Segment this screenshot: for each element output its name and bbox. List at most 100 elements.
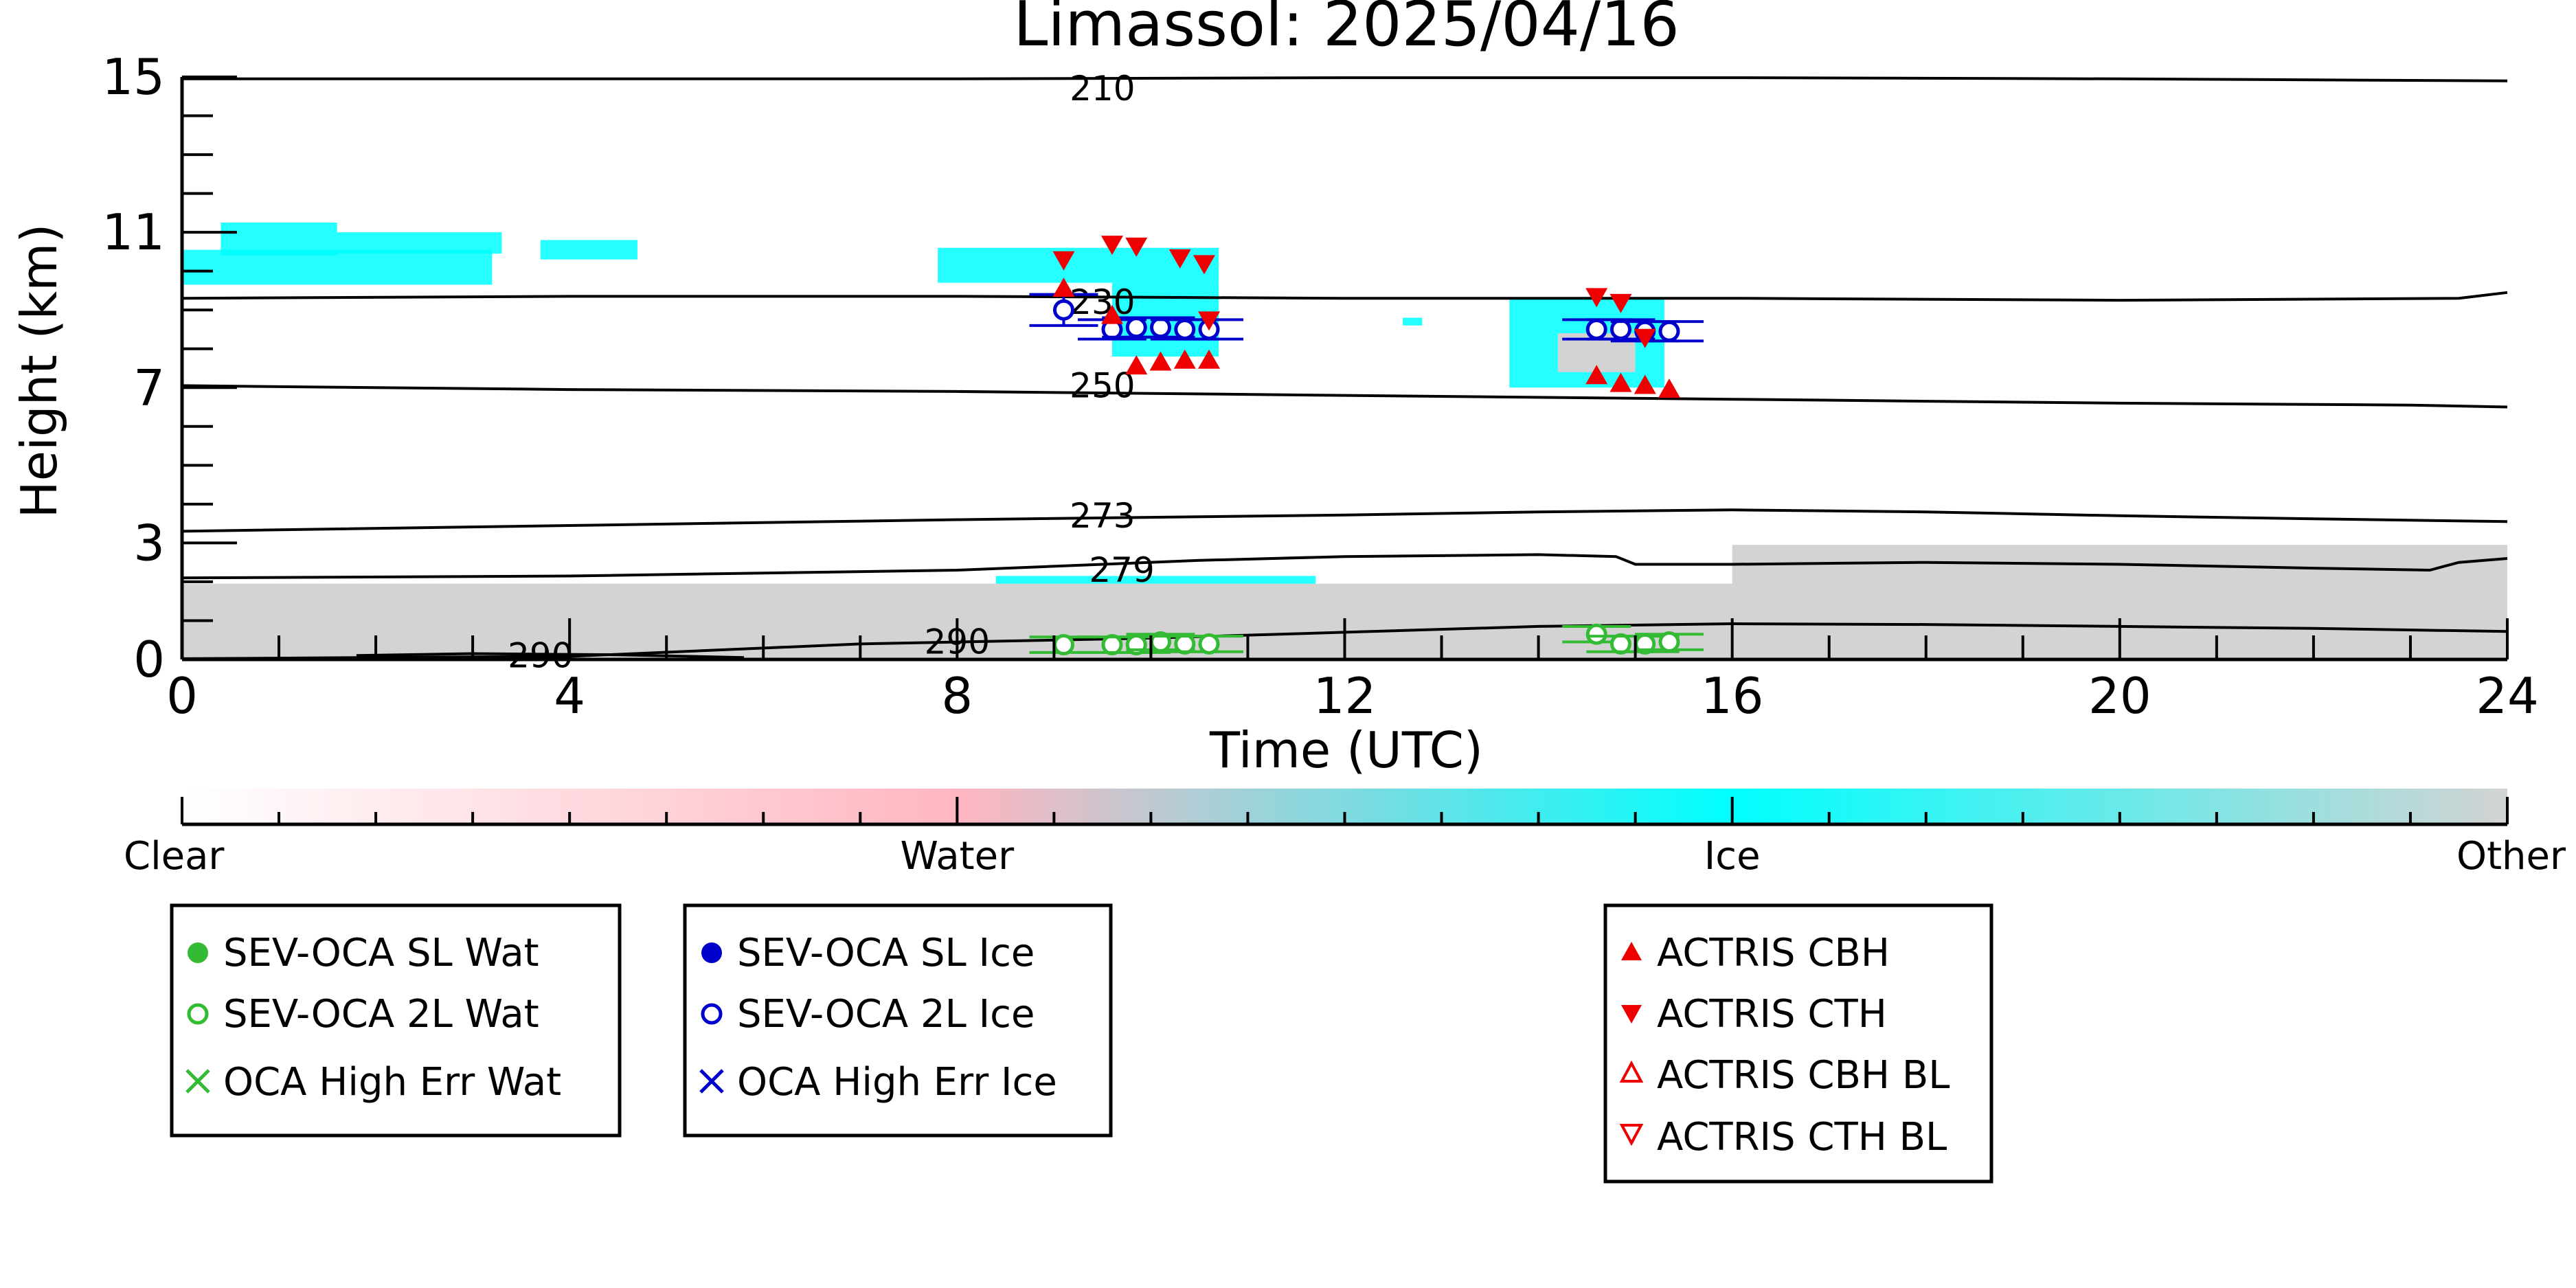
sev-oca-2l-wat-marker <box>187 1003 209 1025</box>
cloud-region-ice-4 <box>337 232 502 254</box>
contour-line-1 <box>181 291 2508 302</box>
sev-oca-2l-wat-point-5 <box>1198 633 1220 655</box>
contour-line-4 <box>181 553 2508 580</box>
sev-oca-sl-ice-marker <box>701 942 722 963</box>
legend-item-sev-oca-sl-ice: SEV-OCA SL Ice <box>737 931 1035 975</box>
contour-line-5 <box>181 622 2508 660</box>
actris-cth-point-2 <box>1125 237 1148 257</box>
y-tick-label-3: 3 <box>133 514 165 572</box>
contour-line-2 <box>181 384 2508 409</box>
actris-cth-point-6 <box>1585 288 1608 308</box>
actris-cth-marker <box>1621 1005 1642 1024</box>
colorbar-label-ice: Ice <box>1704 834 1761 879</box>
x-tick-label-4: 4 <box>554 667 585 725</box>
legend-actris-box <box>1603 903 1993 1184</box>
colorbar-label-clear: Clear <box>124 834 225 879</box>
legend-item-sev-oca-2l-wat: SEV-OCA 2L Wat <box>223 992 539 1037</box>
cloud-region-ice-3 <box>221 223 337 256</box>
legend-item-sev-oca-sl-wat: SEV-OCA SL Wat <box>223 931 539 975</box>
colorbar-label-water: Water <box>901 834 1015 879</box>
actris-cbh-point-3 <box>1149 351 1172 371</box>
plot-axes: 0 3 7 11 15 0 4 8 12 16 20 24 <box>102 48 2538 725</box>
y-axis-label: Height (km) <box>10 224 68 519</box>
chart-title: Limassol: 2025/04/16 <box>1013 0 1679 60</box>
actris-cbh-bl-marker <box>1619 1060 1644 1083</box>
legend-item-actris-cth: ACTRIS CTH <box>1657 992 1887 1037</box>
actris-cth-point-8 <box>1634 328 1656 348</box>
legend-water: SEV-OCA SL Wat SEV-OCA 2L Wat OCA High E… <box>170 903 622 1138</box>
colorbar: Clear Water Ice Other <box>124 789 2566 879</box>
sev-oca-2l-wat-point-1 <box>1101 634 1123 656</box>
contour-label-3: 273 <box>1070 496 1135 536</box>
x-tick-label-12: 12 <box>1313 667 1377 725</box>
legend-item-actris-cbh-bl: ACTRIS CBH BL <box>1657 1053 1950 1098</box>
actris-cth-point-3 <box>1168 249 1191 269</box>
sev-oca-2l-ice-point-0 <box>1052 299 1074 321</box>
actris-cbh-point-2 <box>1125 355 1148 375</box>
x-axis-label: Time (UTC) <box>1209 721 1483 779</box>
oca-high-err-ice-marker <box>699 1069 724 1094</box>
actris-cbh-point-1 <box>1101 304 1123 324</box>
sev-oca-2l-ice-point-4 <box>1174 318 1196 340</box>
colorbar-label-other: Other <box>2456 834 2566 879</box>
sev-oca-2l-wat-point-6 <box>1585 623 1607 645</box>
sev-oca-sl-wat-marker <box>188 942 208 963</box>
legend-ice: SEV-OCA SL Ice SEV-OCA 2L Ice OCA High E… <box>683 903 1113 1138</box>
contour-line-0 <box>182 76 2508 82</box>
x-tick-label-0: 0 <box>166 667 198 725</box>
sev-oca-2l-ice-point-3 <box>1150 317 1172 339</box>
cloud-region-ice-11 <box>995 576 1316 584</box>
contour-label-2: 250 <box>1070 365 1135 405</box>
legend-item-oca-high-err-ice: OCA High Err Ice <box>737 1060 1057 1105</box>
legend-item-actris-cbh: ACTRIS CBH <box>1657 931 1890 975</box>
x-tick-label-16: 16 <box>1701 667 1764 725</box>
legend-item-actris-cth-bl: ACTRIS CTH BL <box>1657 1115 1947 1160</box>
legend-ice-box <box>683 903 1113 1138</box>
contour-label-4: 279 <box>1089 550 1154 590</box>
contour-line-6 <box>356 652 745 659</box>
legend-item-sev-oca-2l-ice: SEV-OCA 2L Ice <box>737 992 1035 1037</box>
sev-oca-2l-ice-point-2 <box>1125 317 1147 339</box>
sev-oca-2l-wat-point-4 <box>1174 633 1196 655</box>
legend-item-oca-high-err-wat: OCA High Err Wat <box>223 1060 561 1105</box>
actris-cth-point-5 <box>1198 311 1221 331</box>
cloud-region-ice-10 <box>1403 317 1423 326</box>
sev-oca-2l-ice-point-6 <box>1585 318 1607 340</box>
actris-cbh-point-5 <box>1198 349 1221 369</box>
legend-water-box <box>170 903 622 1138</box>
y-tick-label-0: 0 <box>133 631 165 688</box>
actris-cbh-point-7 <box>1609 372 1632 392</box>
x-tick-label-8: 8 <box>941 667 973 725</box>
sev-oca-2l-ice-marker <box>701 1003 723 1025</box>
sev-oca-2l-wat-point-7 <box>1609 633 1631 655</box>
contour-label-0: 210 <box>1070 69 1135 109</box>
cloud-markers <box>1029 236 1704 656</box>
contour-label-6: 290 <box>508 635 573 675</box>
actris-cbh-point-9 <box>1658 379 1680 398</box>
sev-oca-2l-wat-point-0 <box>1052 634 1074 656</box>
oca-high-err-wat-marker <box>185 1069 210 1094</box>
actris-cbh-marker <box>1621 942 1642 960</box>
actris-cbh-point-6 <box>1585 365 1608 385</box>
actris-cth-point-4 <box>1193 255 1215 275</box>
x-tick-label-20: 20 <box>2088 667 2151 725</box>
y-tick-label-11: 11 <box>102 203 165 261</box>
cloud-phase-regions <box>182 223 2507 659</box>
sev-oca-2l-wat-point-9 <box>1658 631 1680 653</box>
contour-label-1: 230 <box>1070 282 1135 322</box>
sev-oca-2l-ice-point-7 <box>1609 318 1631 340</box>
actris-cbh-point-4 <box>1173 349 1196 369</box>
actris-cth-point-0 <box>1052 251 1075 271</box>
actris-cth-point-7 <box>1609 293 1632 313</box>
legend-actris: ACTRIS CBH ACTRIS CTH ACTRIS CBH BL ACTR… <box>1603 903 1993 1184</box>
actris-cth-point-1 <box>1101 236 1123 256</box>
y-tick-label-7: 7 <box>133 359 165 416</box>
contour-line-3 <box>181 508 2508 533</box>
sev-oca-2l-ice-point-9 <box>1658 320 1680 342</box>
actris-cth-bl-marker <box>1619 1124 1644 1146</box>
actris-cbh-point-0 <box>1052 278 1075 297</box>
cloud-region-ice-5 <box>540 240 637 260</box>
x-tick-label-24: 24 <box>2476 667 2539 725</box>
